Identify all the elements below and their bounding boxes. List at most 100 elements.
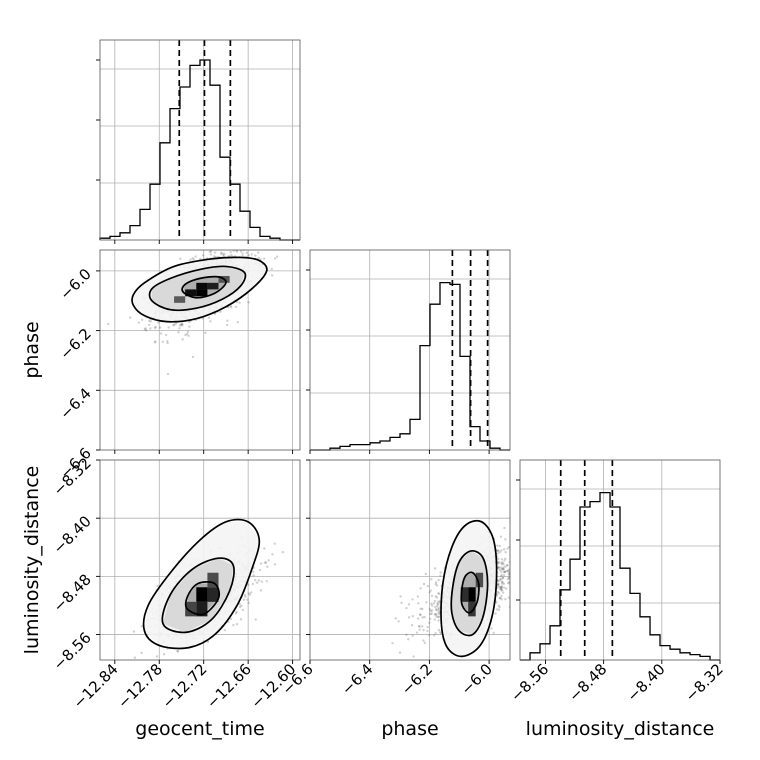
scatter-point (435, 615, 438, 619)
scatter-point (501, 591, 505, 594)
scatter-point (239, 618, 243, 621)
scatter-point (208, 250, 212, 254)
scatter-point (181, 322, 184, 325)
density-cell (185, 601, 197, 617)
scatter-point (499, 587, 503, 591)
scatter-point (164, 333, 168, 337)
scatter-point (434, 595, 438, 598)
scatter-point (500, 594, 503, 598)
scatter-point (425, 601, 428, 604)
contour-line-1 (161, 557, 235, 634)
contour-line-2 (184, 581, 221, 616)
scatter-point (248, 593, 252, 596)
scatter-point (180, 323, 184, 326)
scatter-point (250, 591, 253, 594)
scatter-point (420, 625, 424, 628)
scatter-point (157, 321, 160, 324)
scatter-point (502, 582, 506, 585)
scatter-point (497, 566, 500, 569)
density-cell (196, 289, 208, 297)
scatter-point (437, 628, 441, 632)
scatter-point (500, 588, 504, 592)
scatter-point (506, 547, 509, 550)
density-cell (207, 587, 219, 602)
scatter-point (432, 602, 436, 605)
scatter-point (428, 591, 431, 594)
scatter-point (235, 622, 239, 626)
scatter-point (181, 324, 184, 327)
scatter-point (140, 318, 144, 321)
scatter-point (181, 338, 184, 341)
scatter-point (186, 330, 190, 334)
scatter-point (419, 613, 422, 616)
scatter-point (241, 254, 244, 258)
scatter-point (411, 634, 414, 637)
scatter-point (497, 592, 501, 595)
scatter-point (410, 624, 414, 627)
scatter-point (434, 613, 437, 616)
scatter-point (507, 581, 510, 584)
scatter-point (506, 582, 510, 585)
scatter-point (207, 316, 211, 319)
scatter-point (400, 601, 403, 605)
scatter-point (502, 574, 506, 577)
scatter-point (220, 251, 223, 254)
scatter-point (506, 564, 509, 567)
scatter-point (250, 253, 253, 256)
scatter-point (241, 608, 245, 612)
density-cell (475, 572, 484, 588)
density-cell (185, 289, 197, 297)
scatter-point (213, 251, 217, 254)
scatter-point (497, 579, 501, 582)
scatter-point (213, 255, 216, 258)
grid-lines (310, 250, 510, 450)
scatter-point (426, 584, 430, 588)
scatter-point (497, 604, 501, 607)
scatter-point (433, 599, 437, 603)
scatter-point (178, 327, 181, 330)
scatter-point (411, 614, 414, 618)
scatter-point (259, 589, 263, 592)
scatter-point (412, 655, 415, 658)
scatter-point (154, 325, 157, 329)
scatter-point (219, 310, 222, 313)
scatter-point (264, 561, 268, 564)
scatter-point (266, 565, 269, 568)
scatter-point (241, 252, 244, 255)
density-cell (196, 282, 208, 290)
scatter-point (187, 334, 190, 337)
scatter-point (246, 598, 249, 601)
x-axis-label-luminosity-distance: luminosity_distance (526, 718, 715, 740)
plot-area (391, 519, 510, 658)
scatter-point (437, 600, 440, 603)
scatter-point (247, 583, 250, 586)
scatter-point (421, 607, 424, 611)
scatter-point (430, 602, 433, 605)
scatter-point (407, 603, 411, 606)
scatter-point (234, 612, 238, 615)
scatter-point (437, 592, 440, 595)
scatter-point (434, 631, 437, 635)
scatter-point (497, 608, 501, 611)
y-axis-label-luminosity-distance: luminosity_distance (21, 466, 43, 655)
scatter-point (174, 322, 178, 325)
density-cell (196, 587, 208, 602)
scatter-point (495, 601, 498, 604)
scatter-point (428, 608, 432, 611)
scatter-point (133, 656, 137, 659)
scatter-point (503, 526, 506, 530)
scatter-point (500, 598, 503, 601)
scatter-point (502, 566, 505, 569)
scatter-point (432, 634, 436, 637)
scatter-point (148, 319, 151, 323)
scatter-point (439, 571, 442, 574)
scatter-point (496, 552, 499, 555)
scatter-point (434, 608, 438, 611)
scatter-point (143, 328, 147, 331)
scatter-point (255, 581, 259, 584)
scatter-point (502, 548, 506, 551)
scatter-point (177, 331, 180, 334)
scatter-point (239, 250, 243, 253)
scatter-point (162, 653, 166, 656)
scatter-point (188, 325, 191, 328)
